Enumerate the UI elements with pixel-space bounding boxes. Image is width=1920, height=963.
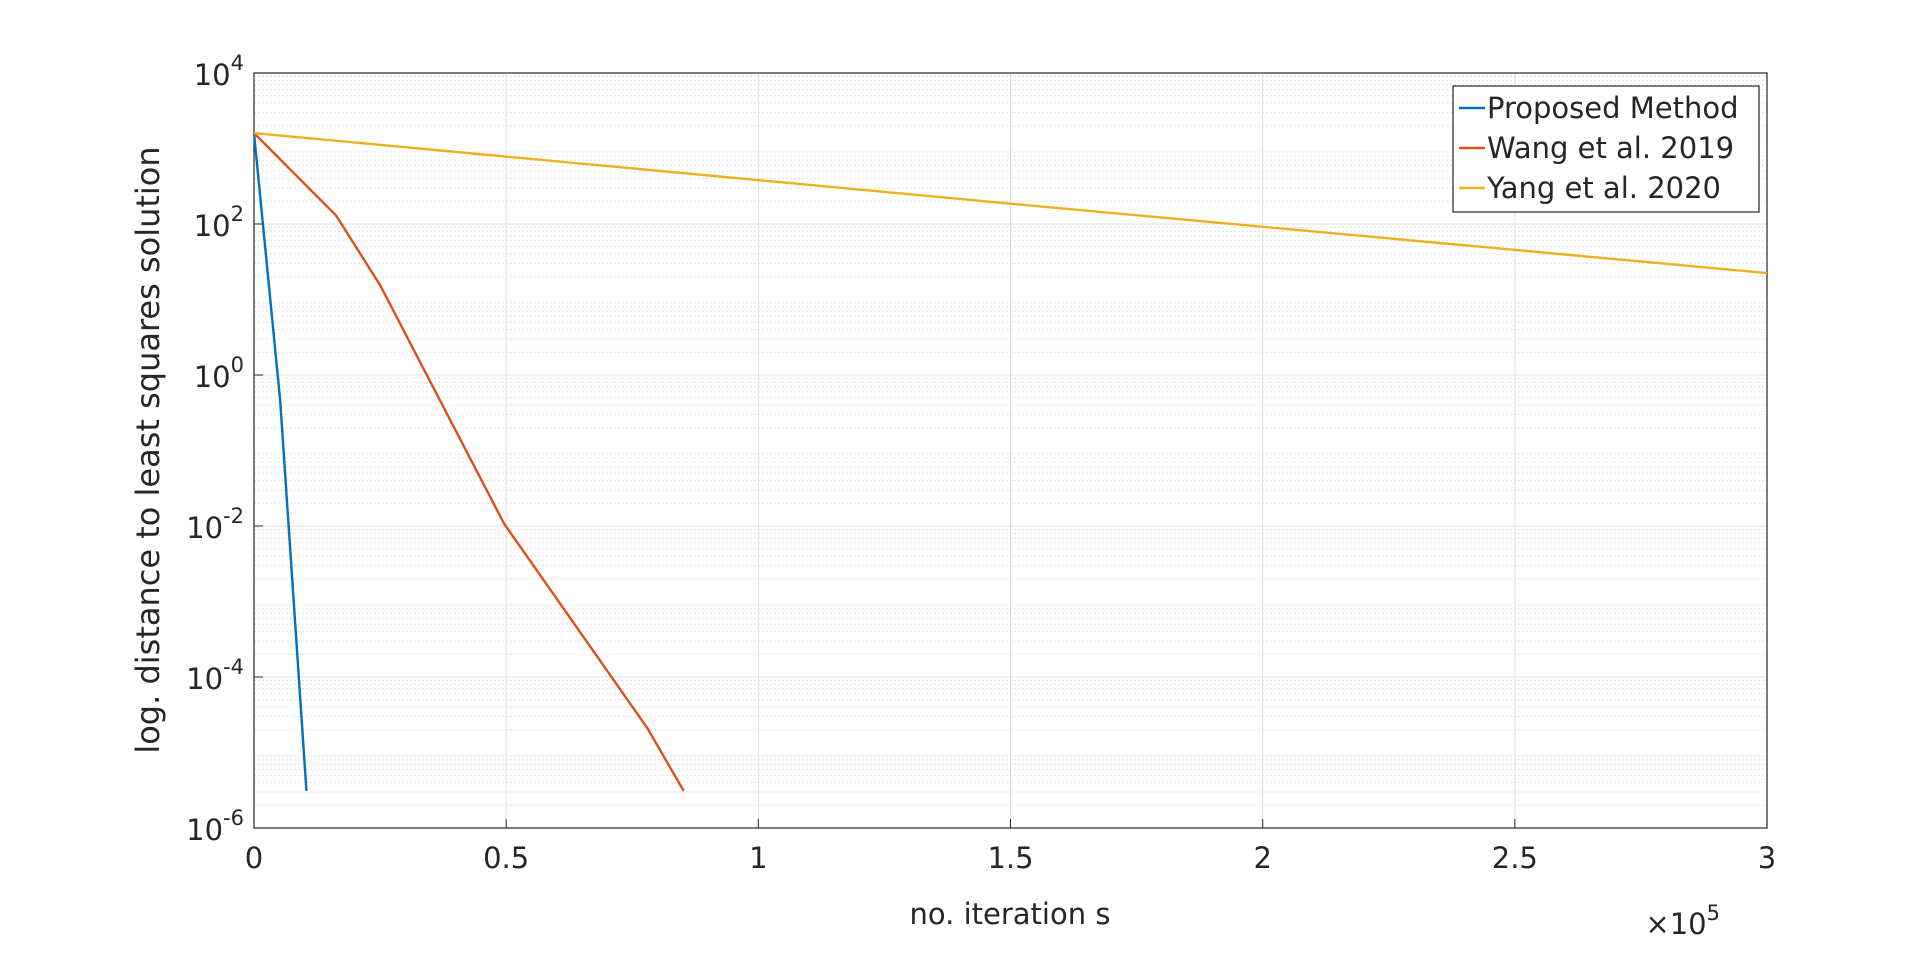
y-tick-base: 10	[194, 360, 231, 394]
y-axis-label: log. distance to least squares solution	[129, 146, 167, 753]
x-tick-label: 2	[1253, 841, 1271, 875]
x-tick-label: 2.5	[1492, 841, 1538, 875]
y-tick-label: 100	[194, 353, 244, 394]
x-axis-label: no. iteration s	[910, 897, 1111, 931]
legend-label: Yang et al. 2020	[1486, 171, 1721, 205]
y-tick-label: 10-6	[186, 806, 244, 847]
y-tick-label: 104	[194, 51, 244, 92]
legend-label: Proposed Method	[1487, 91, 1739, 125]
series-line	[253, 131, 1768, 275]
x-tick-label: 3	[1758, 841, 1776, 875]
x-tick-label: 1	[749, 841, 767, 875]
axes-box	[253, 72, 1768, 829]
y-tick-exponent: 2	[231, 202, 244, 226]
legend-label: Wang et al. 2019	[1487, 131, 1734, 165]
y-tick-exponent: 4	[231, 51, 244, 75]
x-tick-label: 1.5	[987, 841, 1033, 875]
y-tick-exponent: -6	[223, 806, 244, 830]
y-tick-exponent: -2	[223, 504, 244, 528]
series-line	[253, 132, 685, 792]
y-tick-exponent: 0	[231, 353, 244, 377]
y-tick-exponent: -4	[223, 655, 244, 679]
legend: Proposed Method Wang et al. 2019 Yang et a…	[1452, 85, 1760, 213]
y-tick-base: 10	[186, 511, 223, 545]
grid	[253, 72, 1768, 829]
y-tick-base: 10	[186, 813, 223, 847]
y-tick-label: 102	[194, 202, 244, 243]
y-tick-base: 10	[194, 58, 231, 92]
series-line	[252, 132, 308, 791]
y-tick-label: 10-4	[186, 655, 244, 696]
y-tick-base: 10	[194, 209, 231, 243]
legend-box	[1452, 85, 1760, 213]
y-tick-base: 10	[186, 662, 223, 696]
y-tick-label: 10-2	[186, 504, 244, 545]
x-multiplier-base: ×10	[1645, 907, 1706, 941]
x-multiplier: ×105	[1645, 901, 1720, 941]
x-tick-label: 0	[245, 841, 263, 875]
x-multiplier-exponent: 5	[1707, 901, 1720, 925]
x-tick-label: 0.5	[483, 841, 529, 875]
